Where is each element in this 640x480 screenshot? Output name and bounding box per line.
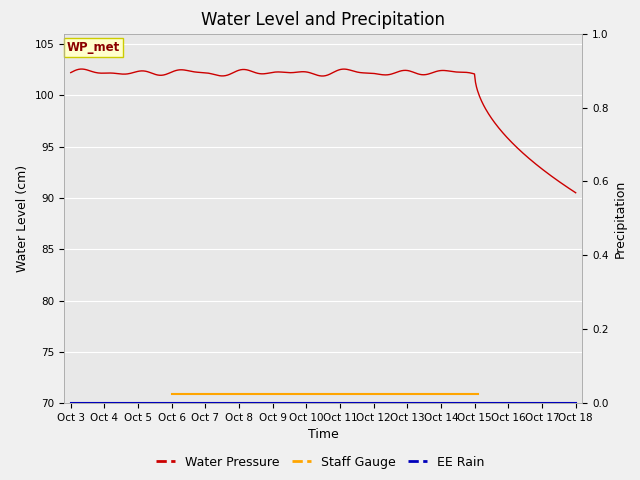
- Staff Gauge: [168, 391, 176, 397]
- Staff Gauge: [292, 391, 300, 397]
- Water Pressure: [341, 66, 349, 72]
- EE Rain: [310, 400, 317, 406]
- EE Rain: [340, 400, 348, 406]
- Line: Water Pressure: Water Pressure: [71, 69, 575, 193]
- Title: Water Level and Precipitation: Water Level and Precipitation: [201, 11, 445, 29]
- Water Pressure: [482, 106, 490, 112]
- Staff Gauge: [217, 391, 225, 397]
- EE Rain: [481, 400, 488, 406]
- Staff Gauge: [461, 391, 469, 397]
- EE Rain: [560, 400, 568, 406]
- Water Pressure: [311, 72, 319, 77]
- Staff Gauge: [303, 391, 310, 397]
- EE Rain: [367, 400, 375, 406]
- Text: WP_met: WP_met: [67, 41, 120, 54]
- EE Rain: [67, 400, 75, 406]
- EE Rain: [572, 400, 579, 406]
- Water Pressure: [561, 182, 568, 188]
- X-axis label: Time: Time: [308, 429, 339, 442]
- Water Pressure: [78, 66, 86, 72]
- Y-axis label: Water Level (cm): Water Level (cm): [16, 165, 29, 272]
- Staff Gauge: [474, 391, 481, 397]
- Y-axis label: Precipitation: Precipitation: [614, 179, 627, 258]
- Water Pressure: [308, 71, 316, 76]
- Water Pressure: [572, 190, 579, 196]
- Staff Gauge: [186, 391, 193, 397]
- Water Pressure: [67, 70, 75, 75]
- Water Pressure: [369, 71, 376, 76]
- Legend: Water Pressure, Staff Gauge, EE Rain: Water Pressure, Staff Gauge, EE Rain: [151, 451, 489, 474]
- EE Rain: [307, 400, 314, 406]
- Staff Gauge: [269, 391, 277, 397]
